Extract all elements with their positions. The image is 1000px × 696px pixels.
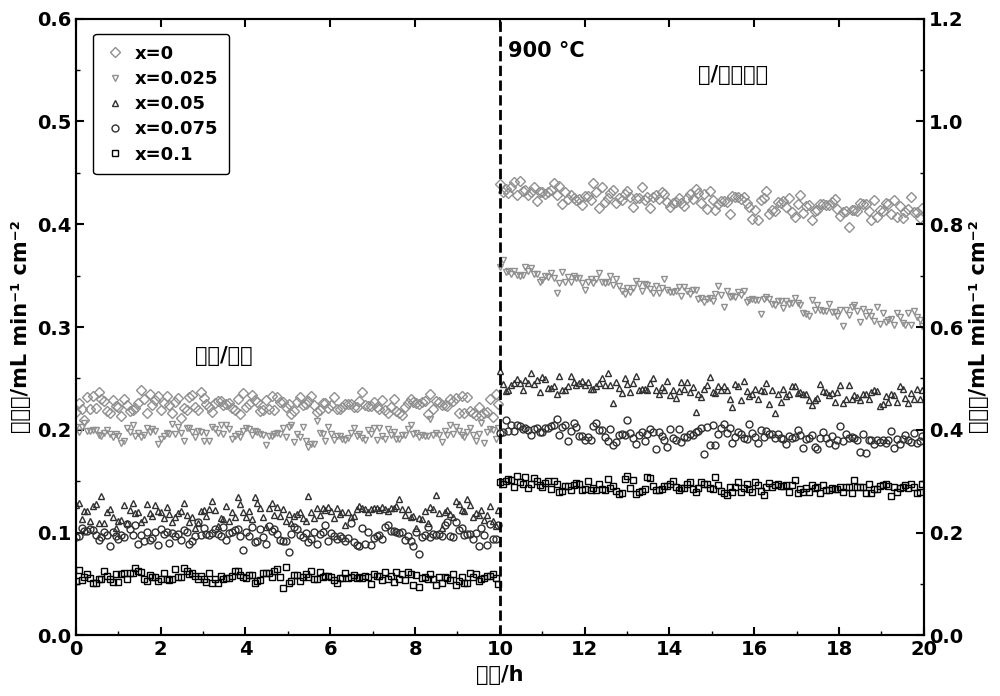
x=0.025 bbox=[916, 322, 928, 331]
x=0.05 bbox=[70, 501, 82, 509]
x=0.1 bbox=[576, 487, 588, 495]
Line: x=0: x=0 bbox=[72, 177, 926, 424]
x=0.075 bbox=[551, 415, 563, 423]
x=0.05 bbox=[576, 377, 588, 385]
x=0.05 bbox=[579, 381, 591, 389]
x=0.1 bbox=[73, 566, 85, 574]
X-axis label: 时间/h: 时间/h bbox=[476, 665, 524, 685]
x=0.1 bbox=[573, 480, 585, 488]
x=0.1 bbox=[843, 483, 855, 491]
Text: 空气/氮气: 空气/氮气 bbox=[195, 346, 253, 366]
x=0.05 bbox=[789, 381, 801, 390]
x=0.025 bbox=[843, 311, 855, 319]
Line: x=0.075: x=0.075 bbox=[72, 416, 926, 557]
Legend: x=0, x=0.025, x=0.05, x=0.075, x=0.1: x=0, x=0.025, x=0.05, x=0.075, x=0.1 bbox=[93, 34, 229, 175]
x=0.075 bbox=[73, 532, 85, 540]
x=0.05 bbox=[843, 381, 855, 390]
Line: x=0.05: x=0.05 bbox=[72, 367, 926, 532]
x=0.075 bbox=[916, 432, 928, 440]
x=0.05 bbox=[73, 499, 85, 507]
x=0.1 bbox=[70, 576, 82, 585]
Line: x=0.025: x=0.025 bbox=[72, 257, 926, 451]
x=0 bbox=[576, 200, 588, 209]
x=0 bbox=[843, 223, 855, 231]
x=0.05 bbox=[916, 386, 928, 394]
x=0.075 bbox=[789, 433, 801, 441]
x=0.1 bbox=[590, 486, 602, 494]
x=0.025 bbox=[73, 427, 85, 436]
x=0.1 bbox=[916, 480, 928, 489]
x=0.025 bbox=[302, 443, 314, 452]
x=0 bbox=[579, 191, 591, 200]
x=0 bbox=[593, 204, 605, 212]
x=0.1 bbox=[277, 584, 289, 592]
x=0.025 bbox=[70, 423, 82, 432]
Text: 900 °C: 900 °C bbox=[508, 41, 585, 61]
x=0.075 bbox=[579, 436, 591, 445]
Y-axis label: 产氢率/mL min⁻¹ cm⁻²: 产氢率/mL min⁻¹ cm⁻² bbox=[969, 221, 989, 434]
x=0 bbox=[73, 400, 85, 408]
x=0.025 bbox=[576, 279, 588, 287]
x=0.075 bbox=[70, 532, 82, 541]
x=0.025 bbox=[593, 269, 605, 277]
x=0.1 bbox=[789, 476, 801, 484]
x=0 bbox=[78, 416, 90, 425]
x=0 bbox=[70, 408, 82, 416]
x=0.075 bbox=[413, 549, 425, 557]
x=0.05 bbox=[110, 524, 122, 532]
x=0.025 bbox=[789, 294, 801, 302]
x=0.075 bbox=[576, 432, 588, 441]
x=0 bbox=[789, 212, 801, 221]
Y-axis label: 透氧量/mL min⁻¹ cm⁻²: 透氧量/mL min⁻¹ cm⁻² bbox=[11, 221, 31, 434]
x=0 bbox=[514, 177, 526, 185]
x=0.05 bbox=[494, 367, 506, 375]
x=0.075 bbox=[843, 434, 855, 442]
x=0.05 bbox=[593, 379, 605, 388]
Line: x=0.1: x=0.1 bbox=[72, 473, 926, 592]
Text: 水/一氧化碳: 水/一氧化碳 bbox=[698, 65, 768, 85]
x=0.075 bbox=[593, 426, 605, 434]
x=0.025 bbox=[497, 256, 509, 264]
x=0.025 bbox=[579, 285, 591, 294]
x=0 bbox=[916, 204, 928, 212]
x=0.1 bbox=[621, 472, 633, 480]
